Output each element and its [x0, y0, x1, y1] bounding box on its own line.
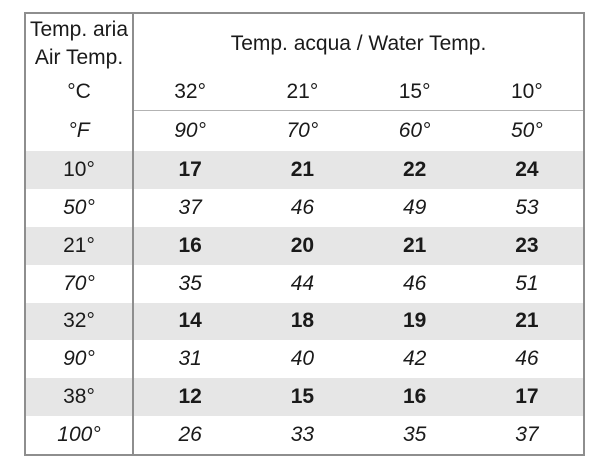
- fahrenheit-unit-label: °F: [68, 118, 90, 142]
- air-temp-cell: 38°: [26, 378, 134, 417]
- value-cell: 35: [402, 423, 427, 447]
- unit-row-fahrenheit: °F 90° 70° 60° 50°: [26, 110, 583, 151]
- water-temp-f-col1: 90°: [174, 119, 206, 142]
- table-row-air-70f: 70° 35 44 46 51: [26, 264, 583, 303]
- value-cell: 12: [178, 385, 202, 409]
- value-cell: 16: [178, 233, 202, 257]
- unit-label-cell: °C: [26, 74, 134, 110]
- value-cell: 21: [402, 233, 427, 257]
- value-cell: 31: [178, 347, 202, 371]
- celsius-unit-label: °C: [67, 80, 91, 103]
- value-cell: 51: [515, 271, 539, 295]
- value-cell: 40: [290, 347, 315, 371]
- value-cell: 49: [402, 195, 427, 219]
- value-cell: 21: [515, 309, 539, 333]
- water-temp-conversion-table: Temp. aria Air Temp. Temp. acqua / Water…: [24, 12, 585, 456]
- value-cell: 15: [290, 385, 315, 409]
- value-cell: 17: [515, 385, 539, 409]
- air-temp-header-line2: Air Temp.: [34, 46, 124, 69]
- value-cell: 46: [515, 347, 539, 371]
- air-temp-cell: 32°: [26, 302, 134, 341]
- unit-label-cell: °F: [26, 110, 134, 151]
- value-cell: 21: [290, 157, 315, 181]
- value-cell: 14: [178, 309, 202, 333]
- value-cell: 24: [515, 157, 539, 181]
- air-temp-cell: 70°: [26, 264, 134, 303]
- value-cell: 37: [178, 195, 202, 219]
- value-cell: 33: [290, 423, 315, 447]
- unit-row-celsius: °C 32° 21° 15° 10°: [26, 74, 583, 110]
- air-temp-header-line1: Temp. aria: [29, 18, 129, 42]
- value-cell: 18: [290, 309, 315, 333]
- air-temp-cell: 90°: [26, 340, 134, 379]
- value-cell: 42: [402, 347, 427, 371]
- value-cell: 46: [402, 271, 427, 295]
- table-row-air-21c: 21° 16 20 21 23: [26, 226, 583, 265]
- air-temp-header: Temp. aria Air Temp.: [26, 14, 134, 74]
- water-temp-f-col3: 60°: [398, 119, 431, 142]
- header-row: Temp. aria Air Temp. Temp. acqua / Water…: [26, 14, 583, 74]
- table-row-air-32c: 32° 14 18 19 21: [26, 302, 583, 341]
- value-cell: 20: [290, 233, 315, 257]
- water-temp-c-col2: 21°: [286, 80, 319, 103]
- table-row-air-90f: 90° 31 40 42 46: [26, 340, 583, 379]
- value-cell: 53: [515, 195, 539, 219]
- value-cell: 46: [290, 195, 315, 219]
- water-temp-c-col4: 10°: [510, 80, 543, 103]
- value-cell: 37: [515, 423, 539, 447]
- value-cell: 35: [178, 271, 202, 295]
- value-cell: 16: [402, 385, 427, 409]
- water-temp-header: Temp. acqua / Water Temp.: [230, 32, 487, 55]
- value-cell: 17: [178, 157, 202, 181]
- air-temp-cell: 10°: [26, 151, 134, 189]
- air-temp-cell: 100°: [26, 416, 134, 454]
- table-row-air-100f: 100° 26 33 35 37: [26, 416, 583, 454]
- water-temp-c-col1: 32°: [174, 80, 206, 103]
- value-cell: 23: [515, 233, 539, 257]
- table-row-air-38c: 38° 12 15 16 17: [26, 378, 583, 417]
- table-row-air-10c: 10° 17 21 22 24: [26, 151, 583, 189]
- value-cell: 26: [178, 423, 202, 447]
- water-temp-header-area: Temp. acqua / Water Temp.: [134, 14, 583, 74]
- water-temp-c-col3: 15°: [398, 80, 431, 103]
- air-temp-cell: 21°: [26, 226, 134, 265]
- value-cell: 44: [290, 271, 315, 295]
- table-row-air-50f: 50° 37 46 49 53: [26, 188, 583, 227]
- water-temp-f-col2: 70°: [286, 119, 319, 142]
- value-cell: 19: [402, 309, 427, 333]
- water-temp-f-col4: 50°: [510, 119, 543, 142]
- value-cell: 22: [402, 157, 427, 181]
- air-temp-cell: 50°: [26, 188, 134, 227]
